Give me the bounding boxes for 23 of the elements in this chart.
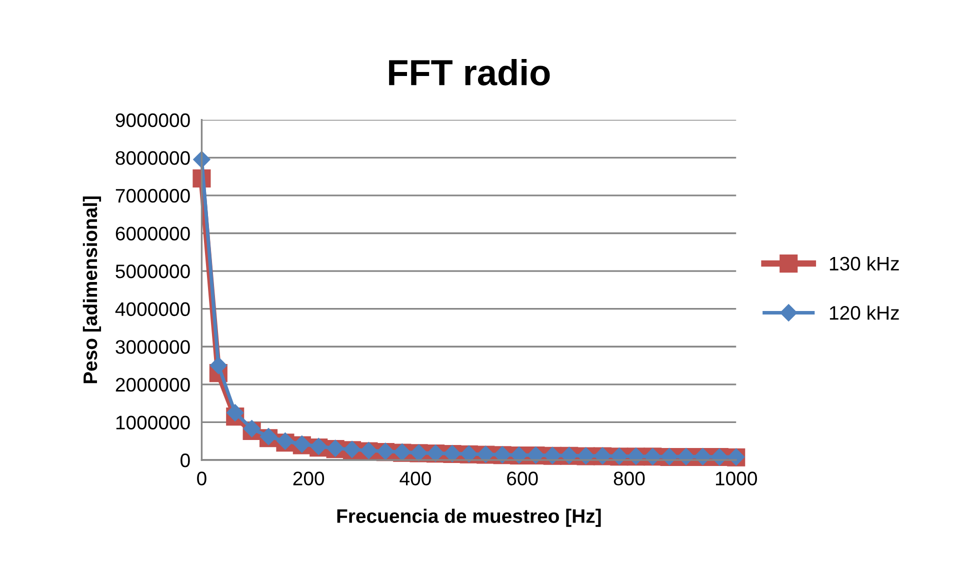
y-tick-label: 9000000 — [116, 113, 190, 128]
x-tick-label: 800 — [614, 472, 645, 486]
x-tick-label: 1000 — [716, 472, 757, 486]
x-tick-label: 400 — [400, 472, 431, 486]
point — [210, 356, 227, 374]
x-tick-label: 600 — [507, 472, 538, 486]
legend-label: 120 kHz — [830, 305, 899, 320]
point — [226, 404, 244, 422]
x-tick-label: 200 — [293, 472, 324, 486]
y-tick-label: 6000000 — [116, 226, 190, 240]
y-tick-label: 4000000 — [115, 302, 190, 316]
y-tick-label: 3000000 — [116, 340, 190, 354]
y-tick-label: 0 — [180, 453, 190, 468]
y-tick-label: 1000000 — [116, 416, 190, 430]
legend-label: 130 kHz — [830, 256, 899, 271]
x-tick-label: 0 — [197, 472, 206, 486]
y-tick-label: 5000000 — [116, 264, 190, 278]
x-axis-title: Frecuencia de muestreo [Hz] — [337, 508, 601, 527]
y-tick-label: 2000000 — [116, 378, 190, 392]
y-axis-title: Peso [adimensional] — [82, 196, 102, 384]
y-tick-label: 7000000 — [116, 188, 190, 203]
chart-title: FFT radio — [389, 58, 550, 86]
y-tick-label: 8000000 — [116, 151, 190, 165]
